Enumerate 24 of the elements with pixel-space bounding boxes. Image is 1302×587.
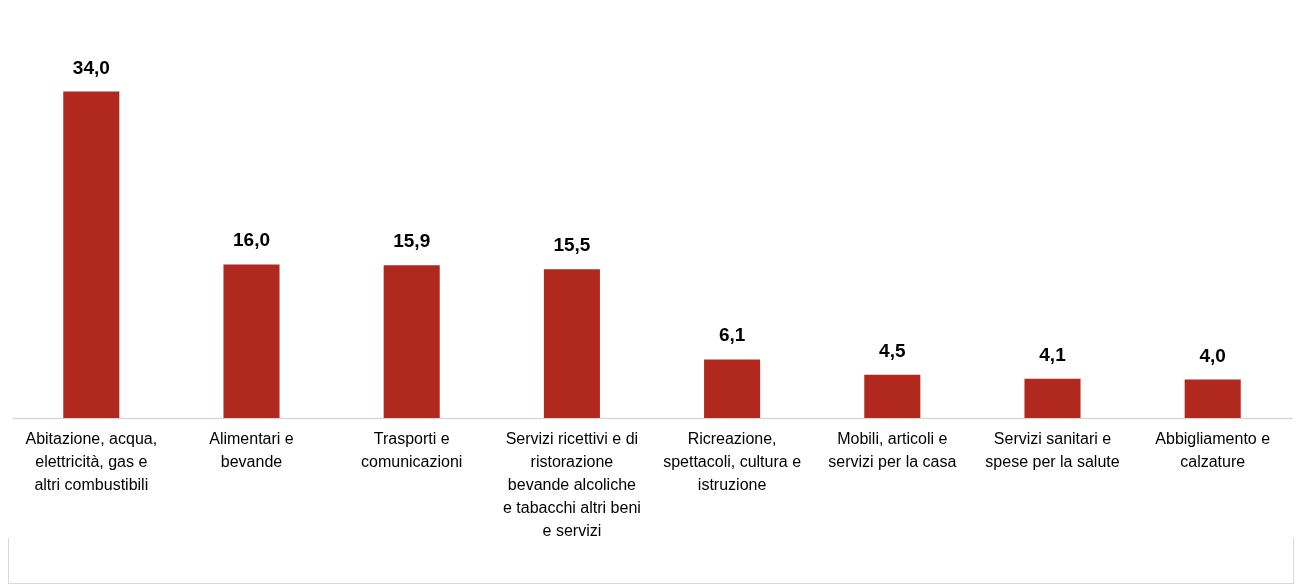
x-tick-label: Abitazione, acqua, elettricità, gas e altri combustibili bbox=[25, 429, 158, 493]
bar bbox=[1024, 378, 1081, 418]
x-tick-label: Ricreazione, spettacoli, cultura e istruzione bbox=[663, 429, 802, 493]
bar bbox=[704, 359, 761, 418]
data-label: 4,0 bbox=[1199, 344, 1226, 366]
data-label: 6,1 bbox=[718, 324, 746, 346]
x-tick-label: Mobili, articoli e servizi per la casa bbox=[828, 429, 957, 470]
bar bbox=[63, 91, 120, 418]
data-label: 16,0 bbox=[233, 229, 270, 251]
bar bbox=[383, 265, 440, 418]
x-tick-label: Trasporti e comunicazioni bbox=[361, 429, 463, 470]
bar bbox=[543, 269, 600, 418]
x-tick-label: Alimentari e bevande bbox=[209, 429, 294, 470]
x-tick-label: Servizi sanitari e spese per la salute bbox=[985, 429, 1120, 470]
x-tick-label: Abbigliamento e calzature bbox=[1155, 429, 1271, 470]
bar bbox=[864, 374, 921, 418]
x-tick-label: Servizi ricettivi e di ristorazione bevande alcoliche e tabacchi altri beni e servizi bbox=[502, 429, 641, 539]
bar bbox=[1184, 379, 1241, 418]
bar bbox=[223, 264, 280, 418]
data-label: 15,5 bbox=[553, 234, 591, 256]
data-label: 34,0 bbox=[72, 56, 110, 78]
data-label: 4,5 bbox=[879, 339, 906, 361]
data-label: 4,1 bbox=[1039, 343, 1067, 365]
data-label: 15,9 bbox=[393, 230, 431, 252]
